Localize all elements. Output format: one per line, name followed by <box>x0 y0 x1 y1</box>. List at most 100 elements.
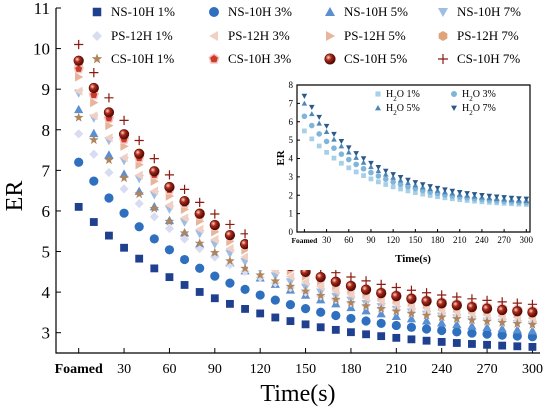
legend-label: NS-10H 5% <box>344 4 408 19</box>
data-point <box>422 336 431 345</box>
data-point <box>149 154 159 164</box>
data-point <box>407 335 416 344</box>
inset-x-tick-label: 210 <box>453 235 467 245</box>
inset-data-point <box>360 156 367 162</box>
data-point <box>164 216 175 226</box>
data-point <box>376 287 387 299</box>
data-point <box>255 270 265 280</box>
data-point <box>73 63 84 74</box>
data-point <box>482 316 492 326</box>
inset-x-tick-label: 270 <box>497 235 511 245</box>
data-point <box>497 323 507 333</box>
inset-data-point <box>397 181 404 188</box>
inset-x-tick-label: 90 <box>366 235 376 245</box>
data-point <box>210 209 220 219</box>
inset-data-point <box>360 159 367 165</box>
data-point <box>74 86 83 96</box>
data-point <box>104 93 114 103</box>
inset-data-point <box>427 193 433 198</box>
data-point <box>194 208 205 219</box>
main-x-tick-label: 180 <box>340 362 361 377</box>
inset-legend-item-h2o-3: H2O 3% <box>451 89 496 103</box>
inset-data-point <box>449 188 456 194</box>
data-point <box>468 340 476 348</box>
data-point <box>164 200 174 210</box>
data-point <box>300 277 310 287</box>
inset-legend-marker <box>451 105 457 111</box>
inset-legend-item-h2o-7: H2O 7% <box>451 103 496 117</box>
inset-legend-label: H2O 5% <box>386 103 420 117</box>
inset-legend-item-h2o-5: H2O 5% <box>375 103 420 117</box>
data-point <box>195 263 205 273</box>
inset-data-point <box>345 145 352 151</box>
inset-data-point <box>345 156 352 163</box>
inset-x-tick-label: 240 <box>475 235 489 245</box>
data-point <box>360 284 372 295</box>
main-y-tick-label: 10 <box>33 40 50 59</box>
legend-marker <box>326 31 335 41</box>
data-point <box>301 320 310 329</box>
inset-data-point <box>397 175 404 181</box>
data-point <box>406 293 417 304</box>
data-point <box>135 254 144 263</box>
data-point <box>119 115 129 125</box>
main-y-tick-label: 5 <box>42 243 51 262</box>
data-point <box>466 301 478 313</box>
inset-y-tick-label: 1 <box>289 209 294 219</box>
data-point <box>225 278 235 288</box>
inset-y-tick-label: 8 <box>289 80 294 90</box>
data-point <box>104 167 114 178</box>
data-point <box>346 272 356 282</box>
main-y-tick-label: 3 <box>42 324 51 343</box>
data-point <box>527 299 538 309</box>
data-point <box>436 312 447 322</box>
inset-data-point <box>523 196 530 202</box>
main-x-tick-label: 120 <box>250 362 271 377</box>
main-x-tick-label: 300 <box>522 362 543 377</box>
data-point <box>90 98 99 108</box>
legend-item-ns-10h-1: NS-10H 1% <box>92 4 175 19</box>
data-point <box>210 271 220 281</box>
legend-marker <box>209 7 219 17</box>
data-point <box>452 319 462 329</box>
inset-data-point <box>323 123 330 129</box>
inset-data-point <box>435 194 440 200</box>
main-y-tick-label: 6 <box>42 202 51 221</box>
inset-legend-item-h2o-1: H2O 1% <box>375 89 420 103</box>
data-point <box>391 306 402 316</box>
data-point <box>391 311 401 321</box>
data-point <box>391 320 401 331</box>
inset-data-point <box>368 176 374 182</box>
data-point <box>179 254 190 265</box>
legend-marker <box>438 31 448 41</box>
data-point <box>119 172 129 183</box>
inset-data-point <box>302 128 307 134</box>
inset-data-point <box>339 160 344 166</box>
main-x-tick-label: 90 <box>208 362 222 377</box>
data-point <box>376 303 386 313</box>
data-point <box>226 299 234 308</box>
data-point <box>194 238 205 248</box>
data-point <box>467 294 477 304</box>
inset-data-point <box>442 195 448 201</box>
data-point <box>437 337 446 346</box>
inset-data-point <box>501 195 507 201</box>
data-point <box>452 339 461 347</box>
inset-y-ticks: 0 1 2 3 4 5 6 7 8 <box>289 80 300 237</box>
data-point <box>134 148 145 159</box>
inset-data-point <box>442 187 448 193</box>
inset-legend: H2O 1% H2O 3% H2O 5% H2O 7% <box>375 89 496 117</box>
inset-data-point <box>383 182 389 187</box>
data-point <box>224 229 236 241</box>
main-x-tick-label: 270 <box>477 362 498 377</box>
data-point <box>179 234 190 244</box>
inset-data-point <box>508 195 515 201</box>
inset-x-tick-label: 300 <box>520 235 534 245</box>
inset-data-point <box>309 136 315 142</box>
legend-marker <box>209 31 218 41</box>
main-x-tick-label: 210 <box>386 362 407 377</box>
inset-data-point <box>316 114 322 120</box>
data-point <box>513 342 522 351</box>
legend-marker <box>92 31 102 41</box>
inset-legend-label: H2O 1% <box>386 89 420 103</box>
